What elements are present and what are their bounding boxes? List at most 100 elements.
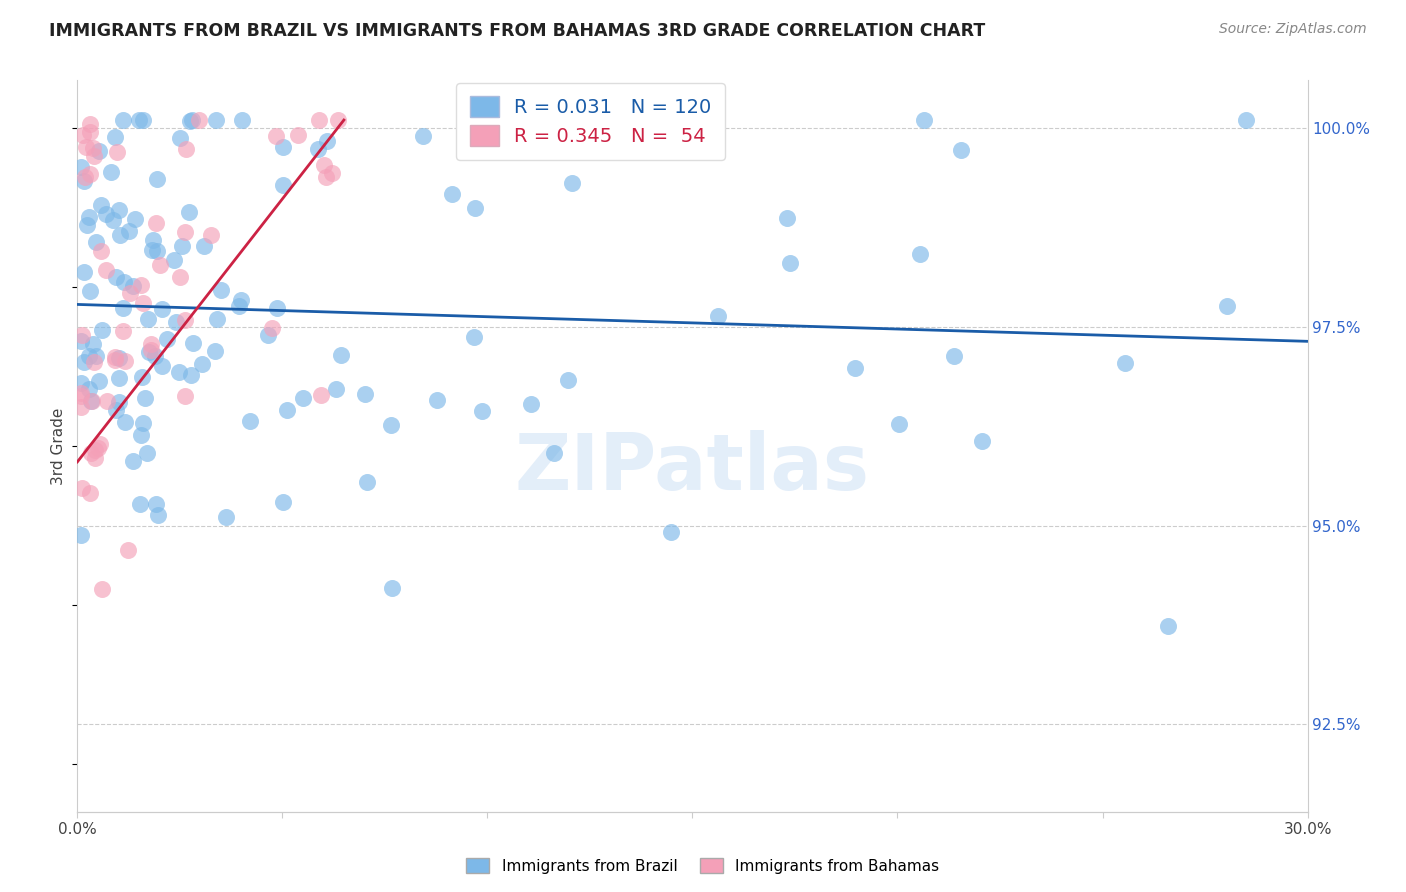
Point — [228, 299, 250, 313]
Point — [112, 324, 135, 338]
Point — [129, 428, 152, 442]
Point — [150, 301, 173, 316]
Point — [426, 392, 449, 407]
Point — [104, 350, 127, 364]
Point — [311, 388, 333, 402]
Point — [90, 197, 112, 211]
Point — [156, 332, 179, 346]
Point — [204, 343, 226, 358]
Point — [91, 582, 114, 596]
Point — [82, 141, 104, 155]
Point — [330, 348, 353, 362]
Point — [124, 211, 146, 226]
Point — [229, 293, 252, 307]
Point — [271, 140, 294, 154]
Point — [132, 296, 155, 310]
Point — [100, 165, 122, 179]
Point — [440, 186, 463, 201]
Point — [108, 370, 131, 384]
Point — [114, 354, 136, 368]
Point — [134, 392, 156, 406]
Point — [543, 446, 565, 460]
Point — [112, 275, 135, 289]
Point — [112, 301, 135, 315]
Point — [188, 113, 211, 128]
Point — [72, 355, 94, 369]
Point — [561, 176, 583, 190]
Point — [83, 442, 105, 457]
Point — [706, 309, 728, 323]
Point — [145, 216, 167, 230]
Point — [122, 454, 145, 468]
Point — [264, 128, 287, 143]
Point — [117, 542, 139, 557]
Point — [84, 349, 107, 363]
Point — [169, 131, 191, 145]
Point — [76, 218, 98, 232]
Point — [70, 334, 93, 348]
Point — [142, 233, 165, 247]
Point — [314, 158, 336, 172]
Point — [128, 113, 150, 128]
Point — [90, 323, 112, 337]
Point — [209, 283, 232, 297]
Point — [942, 349, 965, 363]
Point — [128, 497, 150, 511]
Point — [70, 386, 93, 401]
Point — [79, 117, 101, 131]
Point — [135, 446, 157, 460]
Point — [291, 392, 314, 406]
Point — [138, 345, 160, 359]
Point — [276, 402, 298, 417]
Point — [193, 239, 215, 253]
Point — [112, 113, 135, 128]
Point — [145, 244, 167, 258]
Point — [104, 130, 127, 145]
Point — [464, 202, 486, 216]
Point — [75, 139, 97, 153]
Point — [463, 330, 485, 344]
Point — [174, 312, 197, 326]
Text: ZIPatlas: ZIPatlas — [515, 430, 870, 506]
Point — [179, 114, 201, 128]
Point — [844, 361, 866, 376]
Point — [271, 178, 294, 192]
Point — [79, 284, 101, 298]
Point — [139, 337, 162, 351]
Point — [131, 369, 153, 384]
Point — [114, 415, 136, 429]
Point — [169, 365, 191, 379]
Point — [105, 403, 128, 417]
Point — [83, 149, 105, 163]
Point — [307, 142, 329, 156]
Point — [239, 414, 262, 428]
Point — [412, 128, 434, 143]
Point — [180, 368, 202, 383]
Point — [972, 434, 994, 449]
Point — [70, 327, 93, 342]
Point — [79, 125, 101, 139]
Point — [84, 235, 107, 250]
Point — [96, 393, 118, 408]
Point — [183, 336, 205, 351]
Point — [83, 355, 105, 369]
Point — [90, 244, 112, 258]
Point — [146, 508, 169, 522]
Point — [84, 451, 107, 466]
Text: Source: ZipAtlas.com: Source: ZipAtlas.com — [1219, 22, 1367, 37]
Point — [1157, 619, 1180, 633]
Point — [257, 327, 280, 342]
Legend: R = 0.031   N = 120, R = 0.345   N =  54: R = 0.031 N = 120, R = 0.345 N = 54 — [456, 83, 725, 160]
Point — [145, 498, 167, 512]
Point — [77, 349, 100, 363]
Point — [380, 418, 402, 433]
Point — [200, 227, 222, 242]
Point — [316, 134, 339, 148]
Point — [205, 311, 228, 326]
Point — [172, 239, 194, 253]
Point — [169, 270, 191, 285]
Point — [73, 174, 96, 188]
Point — [328, 113, 350, 128]
Point — [266, 301, 288, 315]
Text: IMMIGRANTS FROM BRAZIL VS IMMIGRANTS FROM BAHAMAS 3RD GRADE CORRELATION CHART: IMMIGRANTS FROM BRAZIL VS IMMIGRANTS FRO… — [49, 22, 986, 40]
